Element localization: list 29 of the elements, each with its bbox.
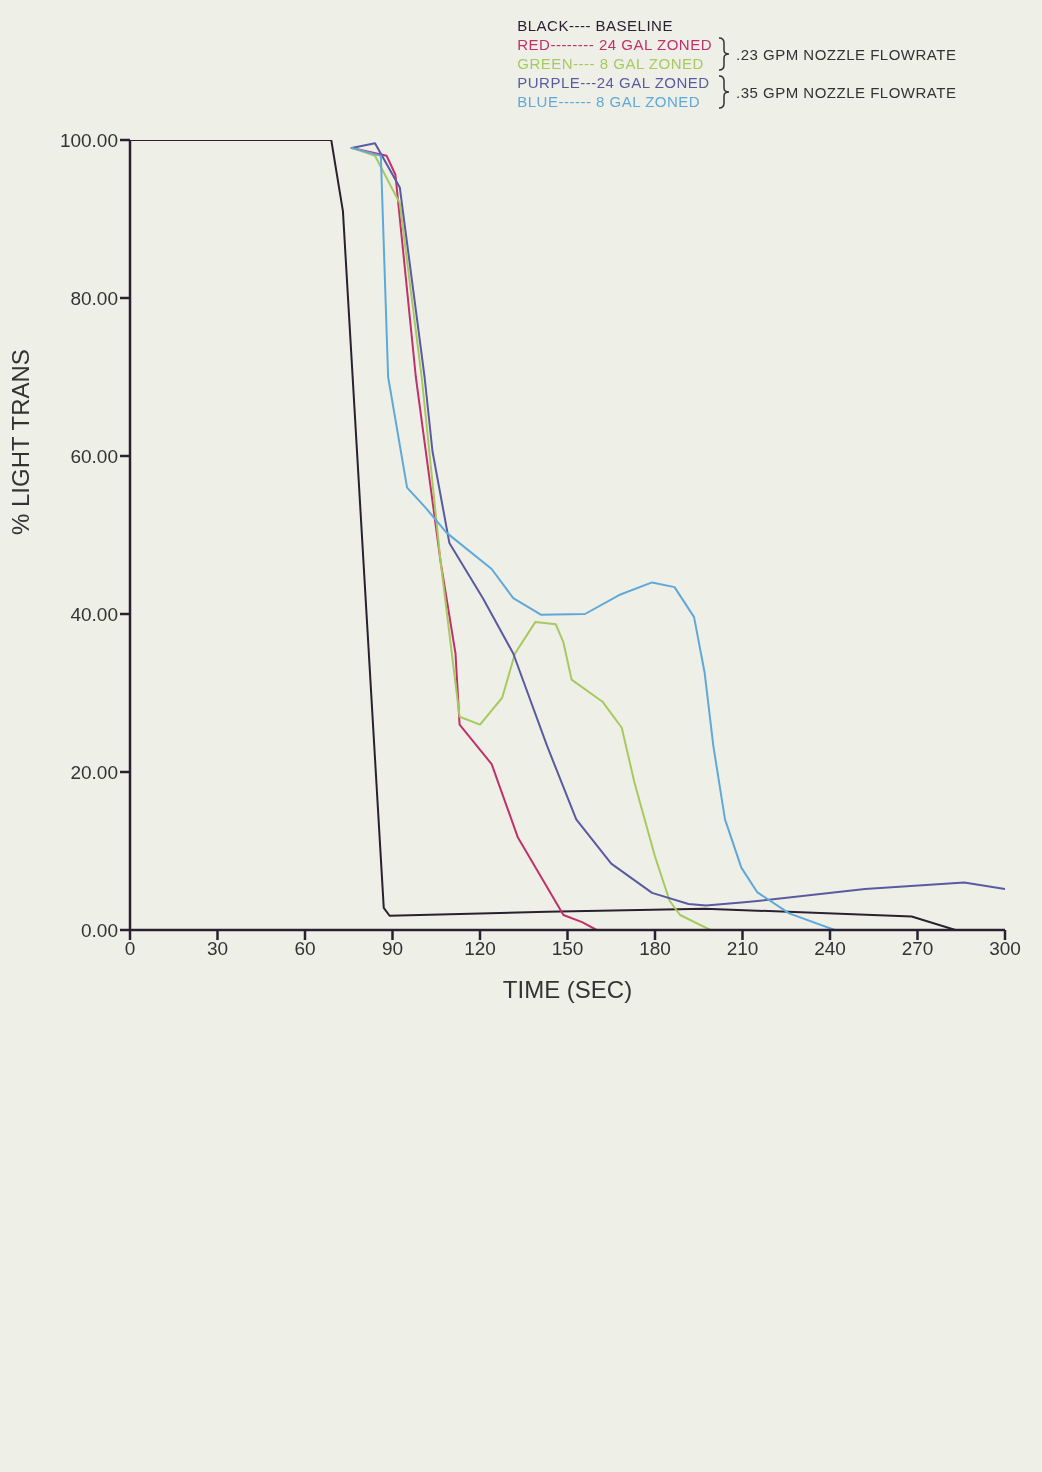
x-tick-label: 180 [639, 938, 671, 960]
text: GREEN---- 8 GAL ZONED [517, 54, 705, 73]
text: PURPLE---24 GAL ZONED [517, 73, 711, 92]
y-tick-label: 40.00 [70, 603, 118, 625]
x-axis-title: TIME (SEC) [502, 976, 633, 1003]
x-tick-label: 210 [726, 938, 759, 960]
y-tick-label: 100.00 [59, 129, 118, 151]
x-tick-label: 30 [206, 938, 229, 960]
y-axis-title: % LIGHT TRANS [6, 349, 34, 535]
line-series [350, 142, 1005, 907]
x-tick-label: 60 [294, 938, 316, 960]
x-tick-label: 270 [901, 938, 934, 960]
y-tick-label: 20.00 [70, 761, 118, 783]
x-tick-label: 150 [551, 938, 584, 960]
y-tick-label: 80.00 [70, 287, 118, 309]
text: BLUE------ 8 GAL ZONED [517, 92, 702, 111]
y-tick-label: 0.00 [81, 919, 118, 941]
text: .35 GPM NOZZLE FLOWRATE [736, 82, 957, 102]
x-tick-label: 0 [124, 938, 136, 960]
text: BLACK---- BASELINE [517, 16, 674, 35]
x-tick-label: 120 [464, 938, 496, 960]
y-tick-label: 60.00 [70, 445, 118, 467]
line-series [350, 146, 712, 930]
x-tick-label: 300 [989, 938, 1021, 960]
line-series [350, 146, 836, 930]
text: .23 GPM NOZZLE FLOWRATE [736, 44, 957, 64]
x-tick-label: 240 [814, 938, 846, 960]
x-tick-label: 90 [381, 938, 404, 960]
text: RED-------- 24 GAL ZONED [517, 35, 712, 54]
